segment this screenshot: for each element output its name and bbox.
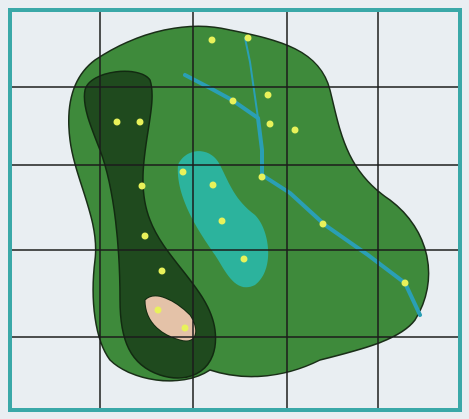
point [208,36,216,44]
point [266,120,274,128]
point [136,118,144,126]
points [113,34,409,332]
point [319,220,327,228]
point [244,34,252,42]
point [218,217,226,225]
point [154,306,162,314]
point [291,126,299,134]
point [401,279,409,287]
point [258,173,266,181]
point [240,255,248,263]
point [138,182,146,190]
point [209,181,217,189]
point [179,168,187,176]
dense-forest [83,70,217,379]
grid [10,10,460,410]
point [113,118,121,126]
map-frame [8,8,462,412]
point [158,267,166,275]
river-branch [244,37,259,119]
point [181,324,189,332]
point [229,97,237,105]
point [264,91,272,99]
point [141,232,149,240]
